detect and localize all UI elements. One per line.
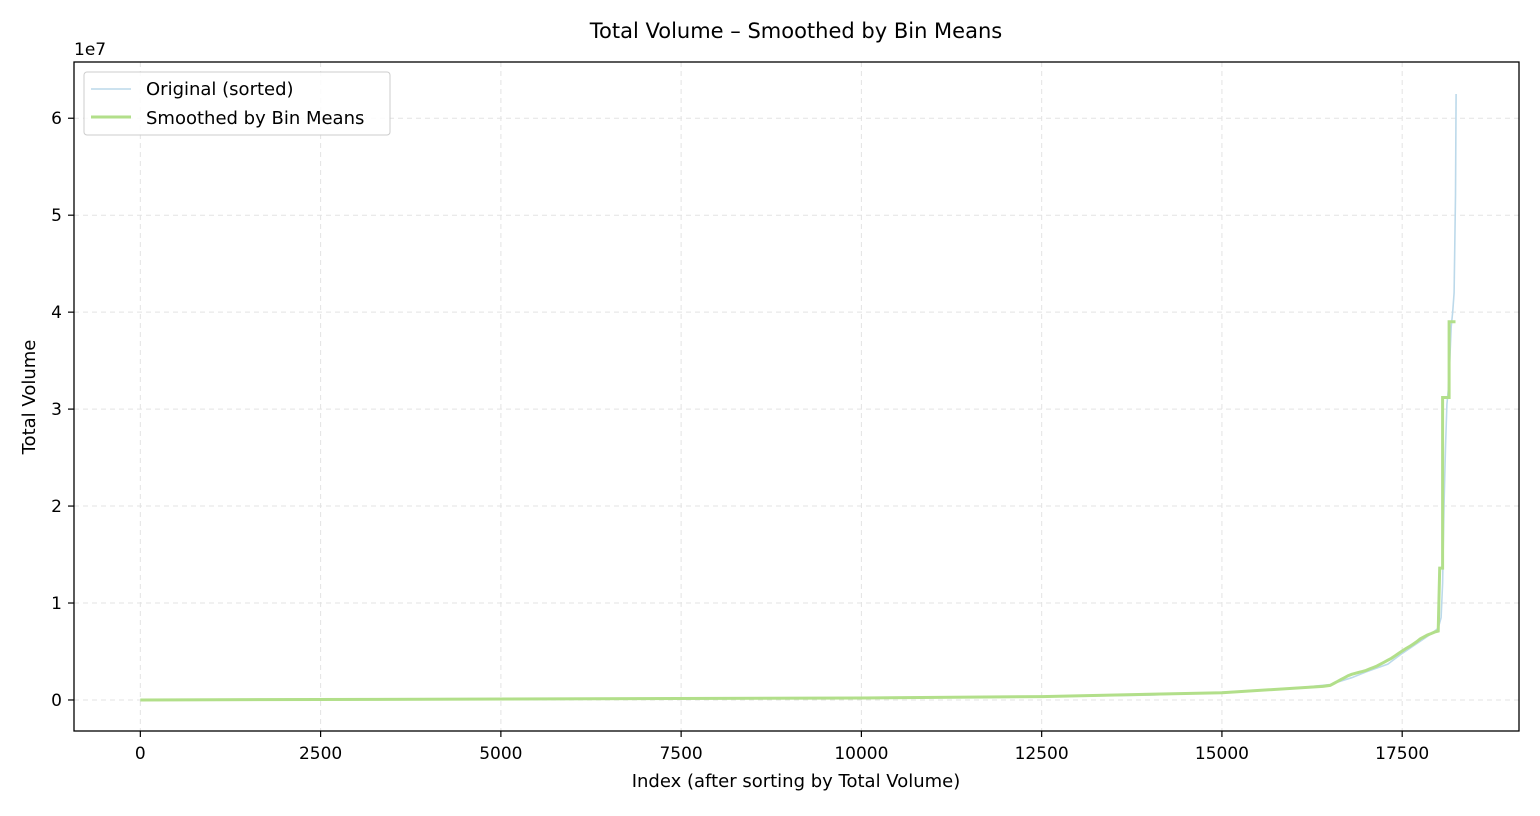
legend-box: [83, 71, 391, 136]
x-tick-label: 10000: [834, 744, 888, 764]
data-series: [140, 93, 1457, 702]
series-smoothed-line: [140, 320, 1456, 702]
legend-label-original: Original (sorted): [146, 79, 294, 100]
x-tick-label: 17500: [1375, 744, 1429, 764]
chart-title: Total Volume – Smoothed by Bin Means: [589, 19, 1002, 43]
legend: Original (sorted) Smoothed by Bin Means: [83, 71, 391, 136]
axis-ticks: 0 2500 5000 7500 10000 12500 15000 17500 0 1 2 3 4 5 6: [51, 109, 1429, 764]
y-tick-label: 6: [51, 109, 62, 129]
plot-frame: [73, 61, 1520, 732]
y-tick-label: 5: [51, 206, 62, 226]
series-original-line: [140, 93, 1457, 701]
x-tick-label: 7500: [659, 744, 702, 764]
grid-lines: [74, 62, 1519, 731]
x-tick-label: 5000: [479, 744, 522, 764]
x-tick-label: 2500: [299, 744, 342, 764]
x-tick-label: 12500: [1015, 744, 1069, 764]
legend-label-smoothed: Smoothed by Bin Means: [146, 108, 364, 129]
y-tick-label: 3: [51, 400, 62, 420]
y-offset-label: 1e7: [74, 40, 106, 60]
x-axis-title: Index (after sorting by Total Volume): [632, 771, 961, 792]
y-tick-label: 0: [51, 691, 62, 711]
y-tick-label: 1: [51, 594, 62, 614]
y-tick-label: 2: [51, 497, 62, 517]
x-tick-label: 15000: [1195, 744, 1249, 764]
y-axis-title: Total Volume: [19, 340, 40, 456]
x-tick-label: 0: [135, 744, 146, 764]
y-tick-label: 4: [51, 303, 62, 323]
